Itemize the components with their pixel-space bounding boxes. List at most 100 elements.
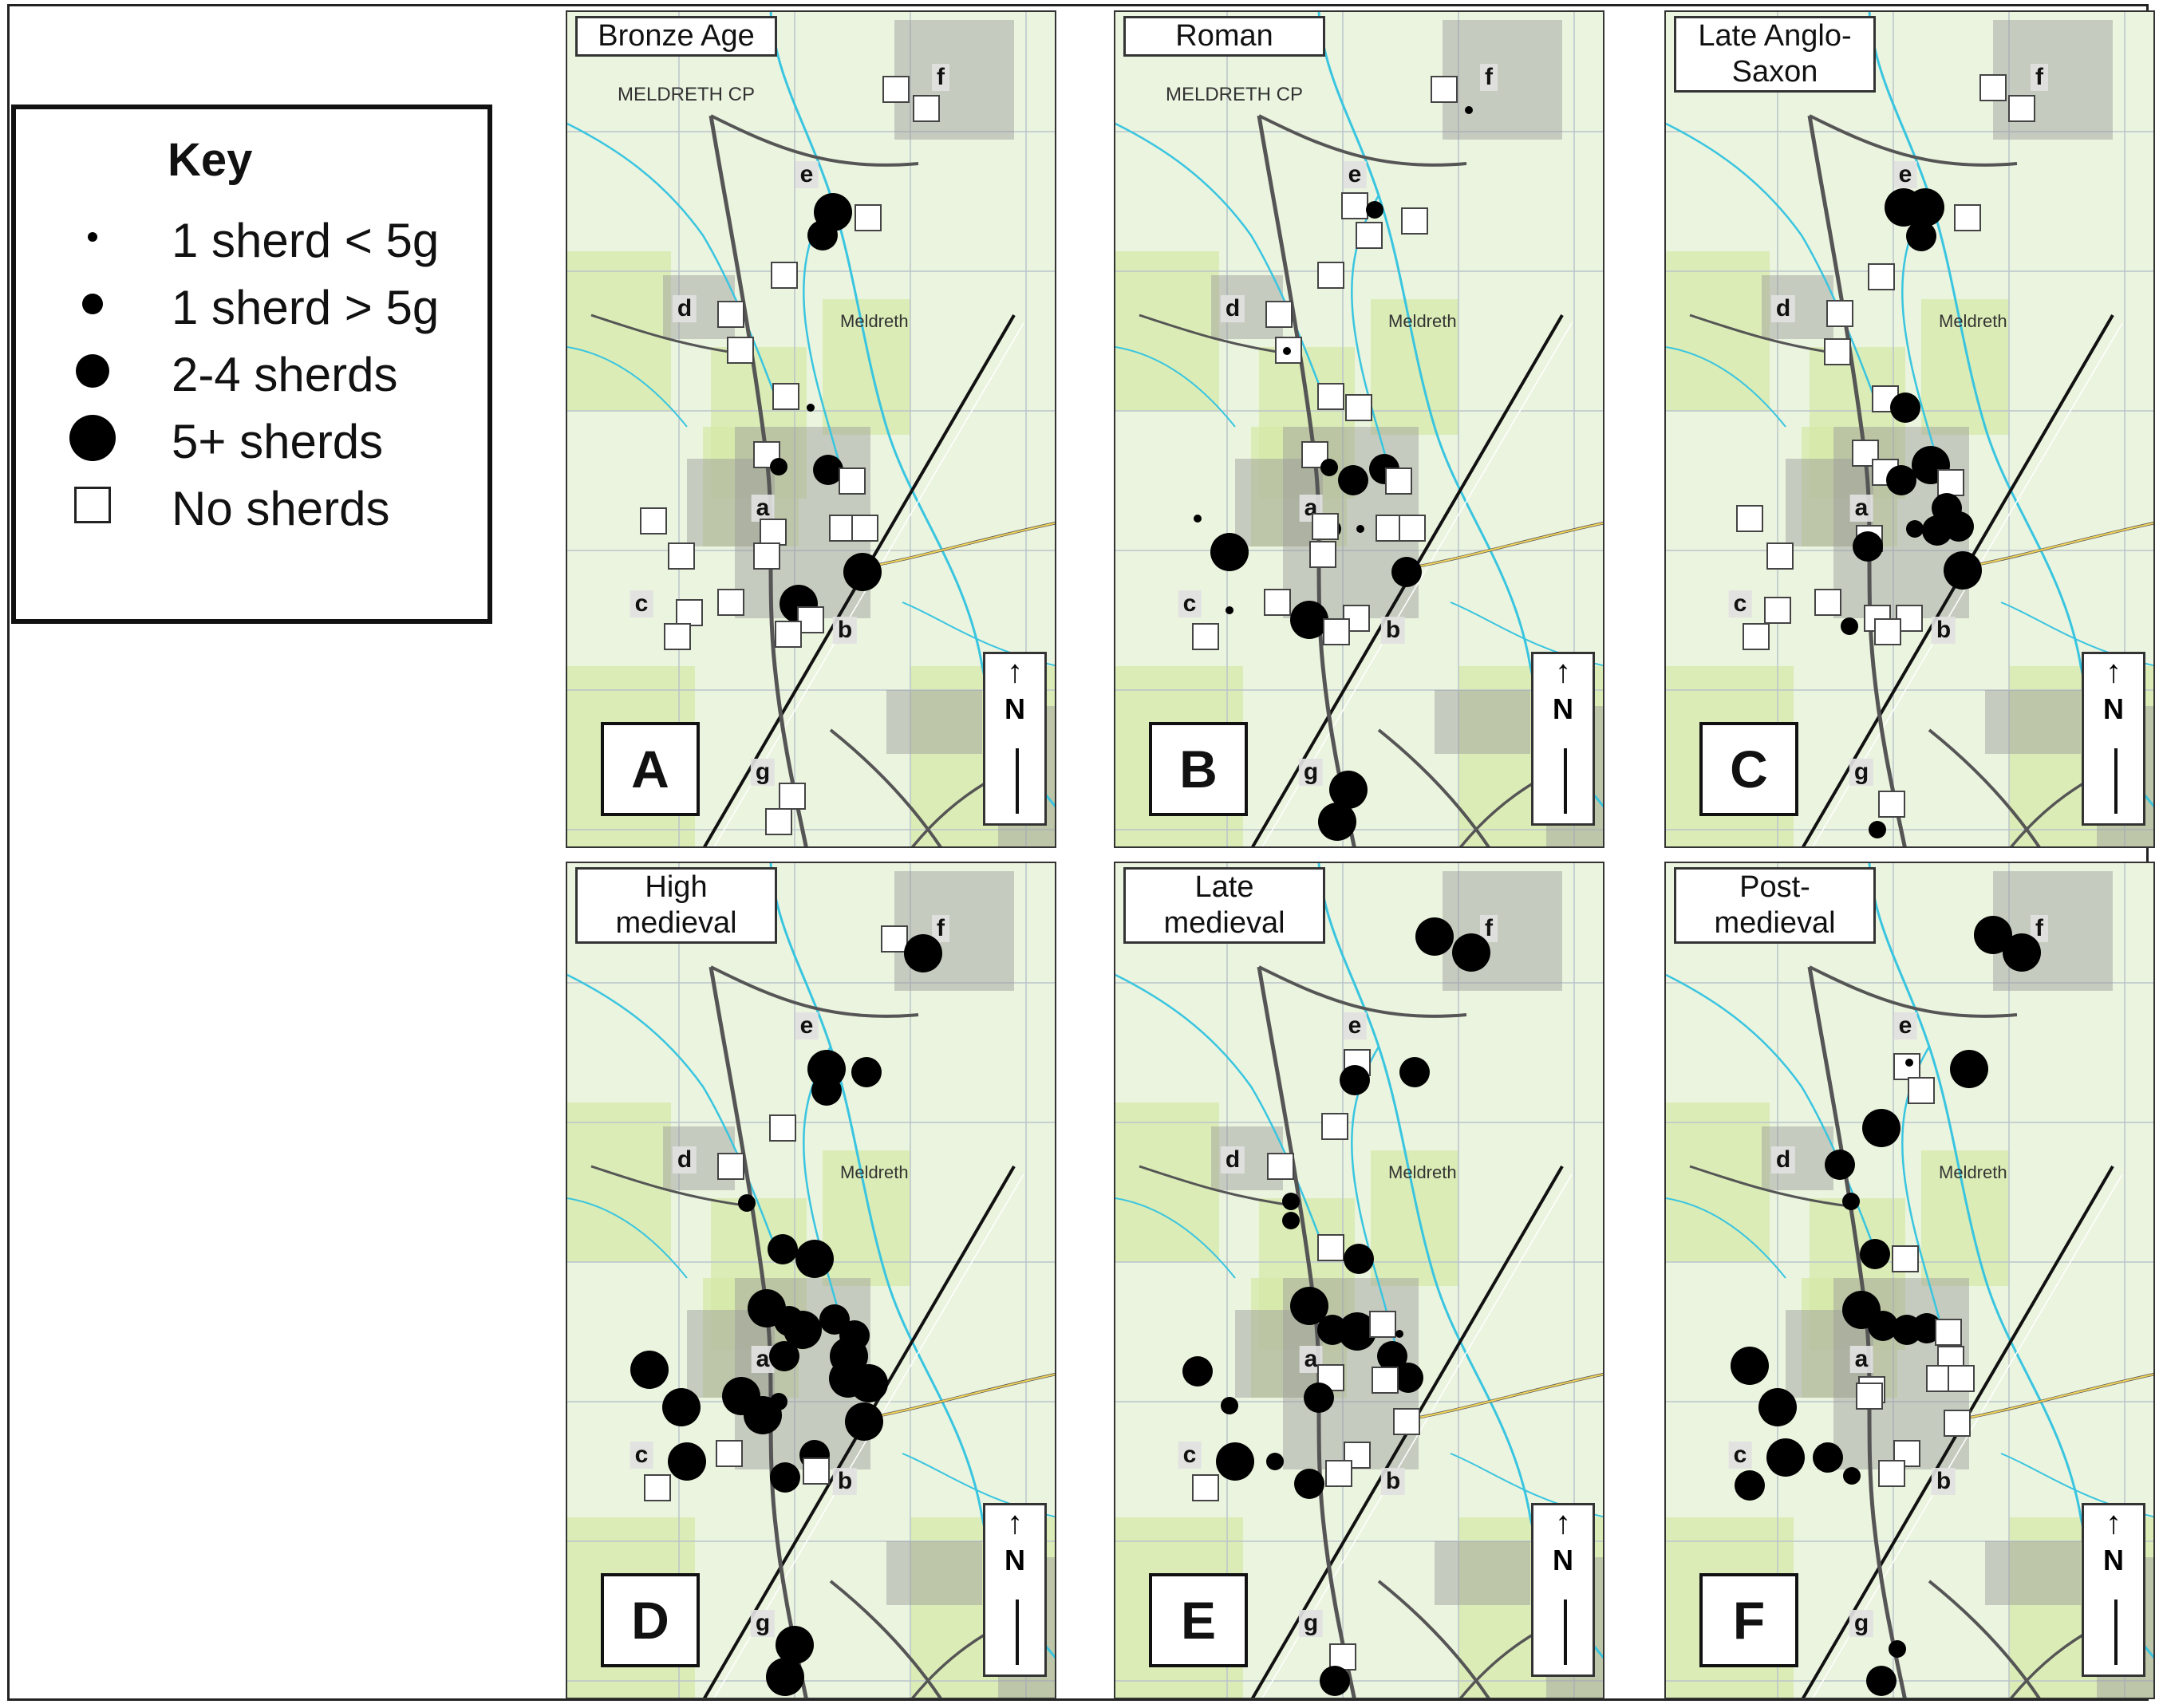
site-label-d: d xyxy=(1770,295,1796,322)
sherd-marker xyxy=(807,404,815,412)
panel-title: High medieval xyxy=(575,867,777,944)
site-label-a: a xyxy=(751,495,775,522)
dot-small-icon xyxy=(88,232,97,242)
site-label-g: g xyxy=(750,1610,776,1637)
no-sherd-marker xyxy=(851,515,878,542)
no-sherd-marker xyxy=(1948,1365,1975,1392)
sherd-marker xyxy=(1842,1193,1860,1210)
panel-letter: F xyxy=(1699,1573,1798,1667)
site-label-a: a xyxy=(1849,1346,1873,1373)
parish-label: MELDRETH CP xyxy=(618,84,756,105)
sherd-marker xyxy=(1399,1057,1430,1087)
site-label-a: a xyxy=(1849,495,1873,522)
sherd-marker xyxy=(1282,1212,1300,1229)
no-sherd-marker xyxy=(1944,1410,1971,1437)
sherd-marker xyxy=(1395,1330,1403,1338)
sherd-marker xyxy=(1906,188,1944,227)
north-line xyxy=(1564,748,1567,814)
no-sherd-marker xyxy=(1317,383,1344,410)
sherd-marker xyxy=(630,1351,669,1389)
no-sherd-marker xyxy=(1399,515,1426,542)
village-label: Meldreth xyxy=(1388,311,1457,331)
parish-label: MELDRETH CP xyxy=(1166,84,1304,105)
no-sherd-marker xyxy=(2008,95,2035,122)
panel-letter: E xyxy=(1149,1573,1248,1667)
no-sherd-marker xyxy=(717,1153,744,1180)
key-label: 2-4 sherds xyxy=(172,348,398,401)
sherd-marker xyxy=(1318,803,1356,841)
no-sherd-marker xyxy=(1309,541,1336,568)
no-sherd-marker xyxy=(1267,1153,1294,1180)
sherd-marker xyxy=(1340,1065,1370,1095)
north-line xyxy=(2114,1600,2118,1665)
no-sherd-marker xyxy=(1321,1113,1348,1140)
sherd-marker xyxy=(1266,1453,1284,1470)
no-sherd-marker xyxy=(1356,222,1383,249)
no-sherd-marker xyxy=(1385,467,1412,495)
site-label-c: c xyxy=(630,590,653,617)
key-title: Key xyxy=(168,134,253,186)
sherd-marker xyxy=(1294,1469,1324,1499)
site-label-c: c xyxy=(1178,590,1202,617)
no-sherd-marker xyxy=(772,383,799,410)
no-sherd-marker xyxy=(769,1114,796,1142)
sherd-marker xyxy=(1813,1442,1843,1473)
site-label-e: e xyxy=(795,1012,819,1039)
site-label-f: f xyxy=(1480,915,1498,942)
north-arrow: ↑ N xyxy=(1531,652,1595,826)
site-label-e: e xyxy=(1893,1012,1917,1039)
no-sherd-marker xyxy=(1935,1319,1962,1346)
site-label-f: f xyxy=(1480,64,1498,91)
sherd-marker xyxy=(1210,533,1249,571)
sherd-marker xyxy=(1282,1193,1300,1210)
no-sherd-marker xyxy=(1852,440,1879,467)
site-label-f: f xyxy=(2031,64,2048,91)
sherd-marker xyxy=(1338,465,1368,495)
no-sherd-marker xyxy=(1192,1474,1219,1501)
key-label: 1 sherd < 5g xyxy=(172,214,440,267)
no-sherd-marker xyxy=(1325,1460,1352,1487)
no-sherd-marker xyxy=(1372,1367,1399,1394)
village-label: Meldreth xyxy=(1939,311,2007,331)
key-label: 1 sherd > 5g xyxy=(172,281,440,334)
sherd-marker xyxy=(662,1388,701,1426)
sherd-marker xyxy=(1843,1467,1861,1485)
no-sherd-marker xyxy=(1954,204,1981,231)
sherd-marker xyxy=(1452,933,1490,972)
no-sherd-marker xyxy=(716,1440,743,1467)
panel-title: Late medieval xyxy=(1123,867,1325,944)
sherd-marker xyxy=(1320,1666,1350,1696)
sherd-marker xyxy=(1950,1050,1988,1088)
no-sherd-marker xyxy=(1264,589,1291,616)
north-line xyxy=(1564,1600,1567,1665)
sherd-marker xyxy=(811,1075,842,1106)
site-label-c: c xyxy=(630,1442,653,1469)
map-panel-f: Meldreth a b c d e f g Post-medieval F ↑ N xyxy=(1664,862,2155,1699)
no-sherd-marker xyxy=(881,925,908,953)
no-sherd-marker xyxy=(1868,263,1895,290)
sherd-marker xyxy=(1890,392,1920,423)
sherd-marker xyxy=(1194,515,1202,523)
dot-medium-icon xyxy=(82,294,103,314)
north-arrow: ↑ N xyxy=(2082,652,2145,826)
key-row-xlarge: 5+ sherds xyxy=(16,404,487,471)
site-label-d: d xyxy=(672,1146,697,1174)
dot-large-icon xyxy=(76,354,109,388)
no-sherd-marker xyxy=(1908,1077,1935,1104)
sherd-marker xyxy=(1465,106,1473,114)
site-label-e: e xyxy=(1343,161,1367,188)
no-sherd-marker xyxy=(1893,1053,1920,1080)
no-sherd-marker xyxy=(882,76,910,103)
dot-xlarge-icon xyxy=(69,415,116,461)
no-sherd-marker xyxy=(775,621,802,648)
sherd-marker xyxy=(795,1240,834,1278)
no-sherd-marker xyxy=(717,301,744,328)
north-arrow-icon: ↑ xyxy=(1555,654,1571,689)
site-label-b: b xyxy=(1931,617,1956,644)
no-sherd-marker xyxy=(1892,1245,1919,1272)
no-sherd-marker xyxy=(727,337,754,364)
no-sherd-marker xyxy=(1312,513,1339,540)
north-arrow: ↑ N xyxy=(983,652,1047,826)
no-sherd-marker xyxy=(765,808,792,835)
basemap xyxy=(1666,12,2153,846)
